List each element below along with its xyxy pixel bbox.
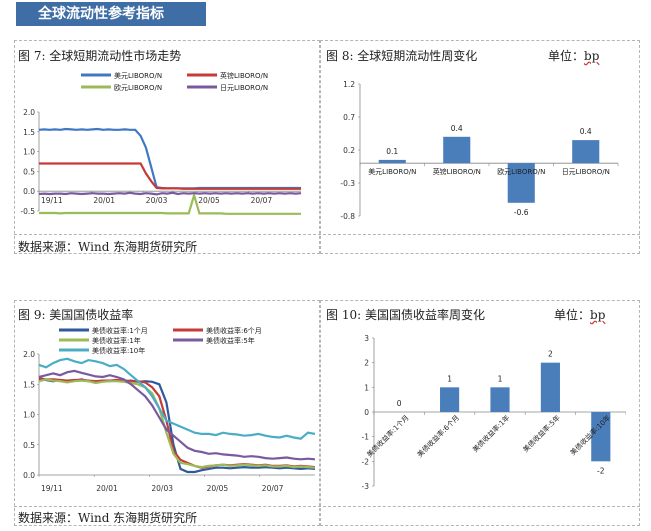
y-tick-label: -0.3 — [340, 179, 355, 188]
legend-label: 日元LIBORO/N — [220, 84, 268, 92]
category-label: 日元LIBORO/N — [562, 168, 610, 176]
panel-fig10 — [320, 300, 640, 526]
y-tick-label: -0.8 — [340, 212, 355, 221]
category-label: 美元LIBORO/N — [368, 167, 416, 176]
y-tick-label: 3 — [364, 334, 369, 343]
y-tick-label: 1.5 — [23, 380, 35, 389]
legend-label: 美债收益率:1个月 — [92, 326, 148, 335]
fig10-unit-label: 单位： — [554, 308, 591, 322]
y-tick-label: 0.0 — [23, 187, 35, 196]
chart-fig9: 2.0 1.5 1.0 0.5 0.0 19/11 20/01 20/03 20/05 20/07… — [23, 326, 315, 493]
series-line — [38, 357, 315, 440]
fig8-unit-value: bp — [584, 49, 600, 63]
legend-label: 美债收益率:5年 — [206, 336, 255, 345]
series-line — [39, 162, 301, 190]
y-tick-label: 1 — [364, 383, 369, 392]
y-tick-label: 0.0 — [23, 471, 35, 480]
bar — [572, 140, 600, 164]
panel-fig7 — [14, 40, 320, 254]
category-label: 英镑LIBORO/N — [433, 167, 481, 176]
fig7-source: 数据来源：Wind 东海期货研究所 — [18, 240, 198, 254]
fig8-unit: 单位：bp — [548, 47, 599, 64]
y-tick-label: 0.7 — [343, 113, 355, 122]
fig10-unit: 单位：bp — [554, 306, 605, 323]
y-tick-label: -3 — [362, 482, 370, 491]
data-label: 1 — [447, 374, 452, 383]
data-label: 0 — [397, 399, 402, 408]
y-tick-label: 1.0 — [23, 411, 35, 420]
series-line — [38, 369, 315, 461]
series-line — [38, 378, 315, 469]
fig9-source: 数据来源：Wind 东海期货研究所 — [18, 511, 198, 525]
series-line — [38, 377, 315, 469]
fig7-title: 图 7: 全球短期流动性市场走势 — [18, 49, 182, 63]
panel-fig8 — [320, 40, 640, 254]
divider — [14, 234, 640, 235]
series-line — [38, 127, 301, 190]
category-label: 欧元LIBORO/N — [497, 167, 545, 176]
fig10-unit-value: bp — [590, 308, 606, 322]
x-tick-label: 20/01 — [96, 484, 118, 493]
data-label: 0.4 — [580, 127, 592, 136]
panel-fig9 — [14, 300, 320, 526]
legend-label: 美债收益率:10年 — [92, 346, 145, 355]
bar — [591, 412, 611, 462]
x-tick-label: 20/05 — [207, 484, 229, 493]
data-label: 0.1 — [386, 147, 398, 156]
category-label: 美债收益率:1个月 — [365, 413, 411, 459]
bar — [540, 362, 560, 412]
y-tick-label: -0.5 — [20, 207, 35, 216]
y-tick-label: 0 — [364, 408, 369, 417]
y-tick-label: 1.0 — [23, 148, 35, 157]
x-tick-label: 20/07 — [262, 484, 284, 493]
x-tick-label: 19/11 — [41, 196, 63, 205]
legend-label: 美债收益率:1年 — [92, 336, 141, 345]
y-tick-label: 1.5 — [23, 128, 35, 137]
chart-fig7: 2.0 1.5 1.0 0.5 0.0 -0.5 19/11 20/01 20/03 20/05 2… — [20, 71, 302, 216]
bar — [507, 163, 535, 203]
legend-label: 英镑LIBORO/N — [220, 71, 268, 80]
data-label: -2 — [597, 466, 605, 475]
fig8-unit-label: 单位： — [548, 49, 585, 63]
chart-fig10: 3210-1-2-30美债收益率:1个月1美债收益率:6个月1美债收益率:1年2… — [362, 334, 626, 491]
category-label: 美债收益率:6个月 — [415, 413, 461, 459]
bar — [490, 387, 510, 412]
series-line — [38, 191, 302, 196]
legend-label: 美债收益率:6个月 — [206, 326, 262, 335]
y-tick-label: 0.2 — [343, 146, 355, 155]
fig8-title: 图 8: 全球短期流动性周变化 — [326, 49, 478, 63]
x-tick-label: 20/05 — [198, 196, 220, 205]
category-label: 美债收益率:1年 — [471, 413, 512, 454]
section-banner: 全球流动性参考指标 — [16, 2, 206, 26]
y-tick-label: 2 — [364, 359, 369, 368]
x-tick-label: 19/11 — [41, 484, 63, 493]
y-tick-label: -2 — [362, 457, 370, 466]
data-label: 2 — [548, 350, 553, 359]
x-tick-label: 20/03 — [151, 484, 173, 493]
chart-fig8: 1.2 0.7 0.2 -0.3 -0.8 0.1 美元LIBORO/N 0.4 英镑LIBOR… — [340, 80, 619, 221]
category-label: 美债收益率:5年 — [521, 413, 562, 454]
y-tick-label: 0.5 — [23, 441, 35, 450]
fig9-title: 图 9: 美国国债收益率 — [18, 308, 134, 322]
y-tick-label: 1.2 — [343, 80, 355, 89]
x-tick-label: 20/01 — [93, 196, 115, 205]
data-label: 0.4 — [451, 124, 463, 133]
x-tick-label: 20/07 — [251, 196, 273, 205]
series-line — [39, 191, 301, 215]
divider — [14, 506, 640, 507]
x-tick-label: 20/03 — [146, 196, 168, 205]
fig10-title: 图 10: 美国国债收益率周变化 — [326, 308, 485, 322]
y-tick-label: 0.5 — [23, 167, 35, 176]
y-tick-label: 2.0 — [23, 108, 35, 117]
bar — [440, 387, 460, 412]
legend-label: 欧元LIBORO/N — [114, 83, 162, 92]
legend-label: 美元LIBORO/N — [114, 71, 162, 80]
bar — [443, 136, 471, 164]
bar — [378, 159, 406, 164]
data-label: 1 — [498, 374, 503, 383]
y-tick-label: 2.0 — [23, 350, 35, 359]
y-tick-label: -1 — [362, 433, 370, 442]
data-label: -0.6 — [514, 208, 529, 217]
